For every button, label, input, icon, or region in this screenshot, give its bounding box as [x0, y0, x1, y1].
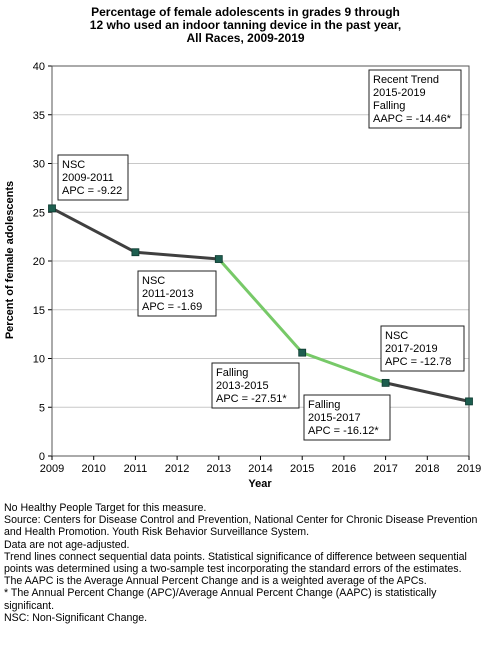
footnote: Trend lines connect sequential data poin… [4, 550, 467, 576]
line-chart: 0 5 10 15 20 25 30 35 40 2009 2010 2011 2012 2013 2014… [4, 61, 481, 490]
annotation-frame [137, 270, 217, 317]
annotation-line: 2015-2019 [373, 87, 426, 99]
footnote: Data are not age-adjusted. [4, 538, 130, 551]
annotation-line: APC = -1.69 [142, 301, 202, 313]
annotation-line: 2017-2019 [385, 343, 438, 355]
trend-segment [384, 381, 471, 403]
annotation-line: Falling [308, 399, 340, 411]
x-tick-label: 2017 [373, 463, 397, 475]
annotation-line: Falling [373, 100, 405, 112]
x-tick-label: 2011 [124, 463, 148, 475]
data-point [298, 348, 307, 357]
y-tick-label: 20 [33, 256, 45, 268]
y-tick-label: 5 [39, 402, 45, 414]
data-point [131, 248, 140, 257]
data-point [48, 204, 56, 213]
annotation-line: NSC [385, 330, 408, 342]
data-point [381, 378, 390, 387]
x-axis-title: Year [248, 478, 272, 490]
x-tick-label: 2010 [81, 463, 105, 475]
annotation-frame [57, 154, 129, 201]
annotation-line: APC = -9.22 [62, 185, 122, 197]
trend-segment [50, 206, 137, 254]
annotation-frame [303, 394, 391, 441]
y-tick-label: 15 [33, 305, 45, 317]
y-tick-label: 35 [33, 110, 45, 122]
annotation-line: 2015-2017 [308, 412, 361, 424]
axes: 0 5 10 15 20 25 30 35 40 2009 2010 2011 2012 2013 2014… [33, 61, 481, 475]
y-axis-title: Percent of female adolescents [4, 181, 16, 339]
footnotes: No Healthy People Target for this measur… [4, 502, 488, 624]
annotation-line: APC = -16.12* [308, 425, 379, 437]
annotation-line: 2013-2015 [216, 380, 269, 392]
annotation-frame [368, 69, 462, 129]
annotation-line: APC = -12.78 [385, 356, 451, 368]
y-tick-label: 25 [33, 207, 45, 219]
annotation-line: AAPC = -14.46* [373, 113, 452, 125]
chart-title: Percentage of female adolescents in grad… [0, 6, 491, 45]
x-tick-label: 2015 [290, 463, 314, 475]
annotation-frame [211, 362, 300, 409]
data-point [465, 397, 473, 406]
trend-series [50, 206, 471, 403]
annotation-line: Recent Trend [373, 74, 439, 86]
annotation-line: APC = -27.51* [216, 393, 287, 405]
y-tick-label: 40 [33, 61, 45, 73]
footnote: NSC: Non-Significant Change. [4, 611, 148, 624]
trend-segment [300, 351, 388, 385]
x-tick-label: 2012 [165, 463, 189, 475]
y-tick-label: 0 [39, 451, 45, 463]
annotation-line: Falling [216, 367, 248, 379]
x-tick-label: 2018 [415, 463, 439, 475]
y-tick-label: 30 [33, 159, 45, 171]
x-tick-label: 2019 [457, 463, 481, 475]
x-tick-label: 2014 [248, 463, 272, 475]
footnote: No Healthy People Target for this measur… [4, 502, 207, 514]
data-markers [48, 204, 473, 406]
annotation-line: 2009-2011 [62, 172, 114, 184]
x-tick-label: 2009 [40, 463, 64, 475]
annotation-frame [380, 325, 465, 372]
footnote: * The Annual Percent Change (APC)/Averag… [4, 587, 437, 612]
annotation-line: NSC [142, 275, 165, 287]
chart-title-line: 12 who used an indoor tanning device in … [89, 18, 402, 32]
chart-title-line: All Races, 2009-2019 [186, 31, 305, 45]
trend-segment [133, 250, 221, 261]
data-point [214, 255, 223, 263]
x-tick-label: 2016 [332, 463, 356, 475]
annotation-line: 2011-2013 [142, 288, 194, 300]
annotation-line: NSC [62, 159, 85, 171]
x-tick-label: 2013 [207, 463, 231, 475]
chart-title-line: Percentage of female adolescents in grad… [91, 5, 400, 19]
y-tick-label: 10 [33, 354, 45, 366]
footnote: The AAPC is the Average Annual Percent C… [4, 575, 427, 588]
footnote: Source: Centers for Disease Control and … [4, 514, 478, 539]
trend-segment [217, 257, 304, 355]
